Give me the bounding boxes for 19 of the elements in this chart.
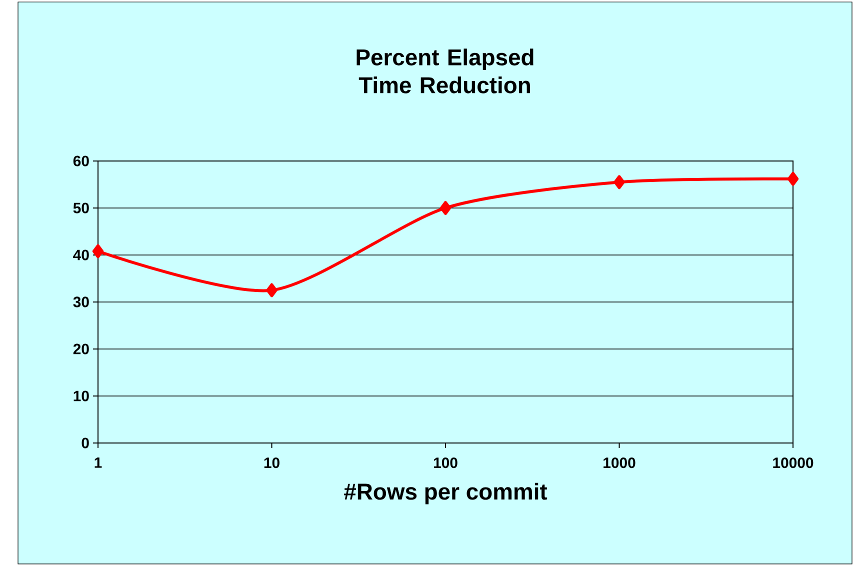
y-tick-label: 60 [73, 156, 89, 166]
point [92, 244, 104, 258]
chart-title: Percent Elapsed Time Reduction [356, 48, 534, 94]
x-tick-label: 10 [264, 458, 280, 468]
point [440, 201, 452, 215]
point [266, 283, 278, 298]
y-tick-label: 0 [82, 438, 89, 448]
y-tick-label: 30 [73, 296, 89, 308]
x-tick-label: 1 [94, 458, 102, 468]
y-tick-label: 20 [73, 344, 89, 354]
y-tick-label: 50 [73, 202, 89, 214]
x-tick-label: 1000 [604, 458, 636, 468]
x-axis-title: #Rows per commit [344, 482, 548, 504]
y-tick-label: 10 [74, 390, 89, 402]
point [614, 175, 625, 190]
x-tick-label: 10000 [773, 458, 814, 468]
y-tick-label: 40 [73, 250, 89, 260]
point [787, 172, 799, 186]
x-tick-label: 100 [434, 458, 458, 468]
